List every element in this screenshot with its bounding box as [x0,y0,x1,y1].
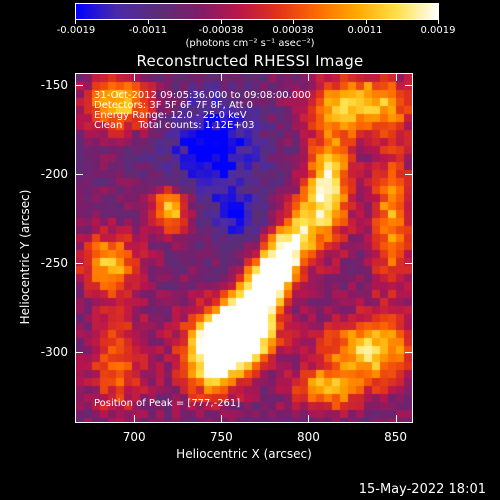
colorbar-tick-mark [438,20,439,24]
x-tick-mark [221,415,223,423]
colorbar-tick-label: -0.0019 [56,25,96,36]
y-tick-mark [75,174,83,176]
colorbar [75,3,439,20]
y-tick-mark [75,351,83,353]
x-tick-mark [221,73,223,81]
image-info-line: Detectors: 3F 5F 6F 7F 8F, Att 0 [94,100,254,111]
y-tick-label: -300 [40,344,68,359]
image-info-line: Energy Range: 12.0 - 25.0 keV [94,110,247,121]
peak-position-label: Position of Peak = [777,-261] [94,398,241,409]
x-tick-mark [308,73,310,81]
x-tick-mark [134,73,136,81]
heatmap-image [76,74,412,422]
image-info-line: Clean Total counts: 1.12E+03 [94,120,255,131]
y-tick-mark [405,174,413,176]
x-tick-mark [395,73,397,81]
x-tick-label: 700 [122,430,146,444]
colorbar-gradient [76,4,438,19]
plot-area: 31-Oct-2012 09:05:36.000 to 09:08:00.000… [75,73,413,423]
colorbar-tick-label: 0.00038 [272,25,314,36]
colorbar-tick-mark [148,20,149,24]
colorbar-tick-mark [75,20,76,24]
x-tick-mark [308,415,310,423]
colorbar-tick-label: 0.0011 [347,25,383,36]
y-tick-mark [75,85,83,87]
y-tick-label: -150 [40,78,68,93]
colorbar-tick-mark [293,20,294,24]
colorbar-tick-label: 0.0019 [420,25,456,36]
y-axis-label: Heliocentric Y (arcsec) [18,189,32,325]
colorbar-tick-label: -0.0011 [128,25,168,36]
image-info-line: 31-Oct-2012 09:05:36.000 to 09:08:00.000 [94,90,311,101]
colorbar-tick-mark [366,20,367,24]
x-tick-label: 750 [209,430,233,444]
chart-title: Reconstructed RHESSI Image [136,52,364,70]
y-tick-label: -200 [40,167,68,182]
y-tick-label: -250 [40,256,68,271]
x-tick-mark [134,415,136,423]
x-tick-label: 850 [384,430,408,444]
y-tick-mark [75,263,83,265]
y-tick-mark [405,263,413,265]
x-tick-mark [395,415,397,423]
colorbar-tick-label: -0.00038 [198,25,244,36]
y-tick-mark [405,85,413,87]
colorbar-units: (photons cm⁻² s⁻¹ asec⁻²) [185,38,315,49]
timestamp: 15-May-2022 18:01 [358,482,486,497]
y-tick-mark [405,351,413,353]
x-tick-label: 800 [297,430,320,444]
x-axis-label: Heliocentric X (arcsec) [176,447,312,461]
colorbar-tick-mark [221,20,222,24]
